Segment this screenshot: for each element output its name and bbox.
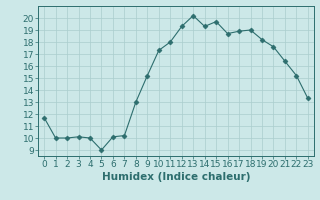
X-axis label: Humidex (Indice chaleur): Humidex (Indice chaleur) bbox=[102, 172, 250, 182]
